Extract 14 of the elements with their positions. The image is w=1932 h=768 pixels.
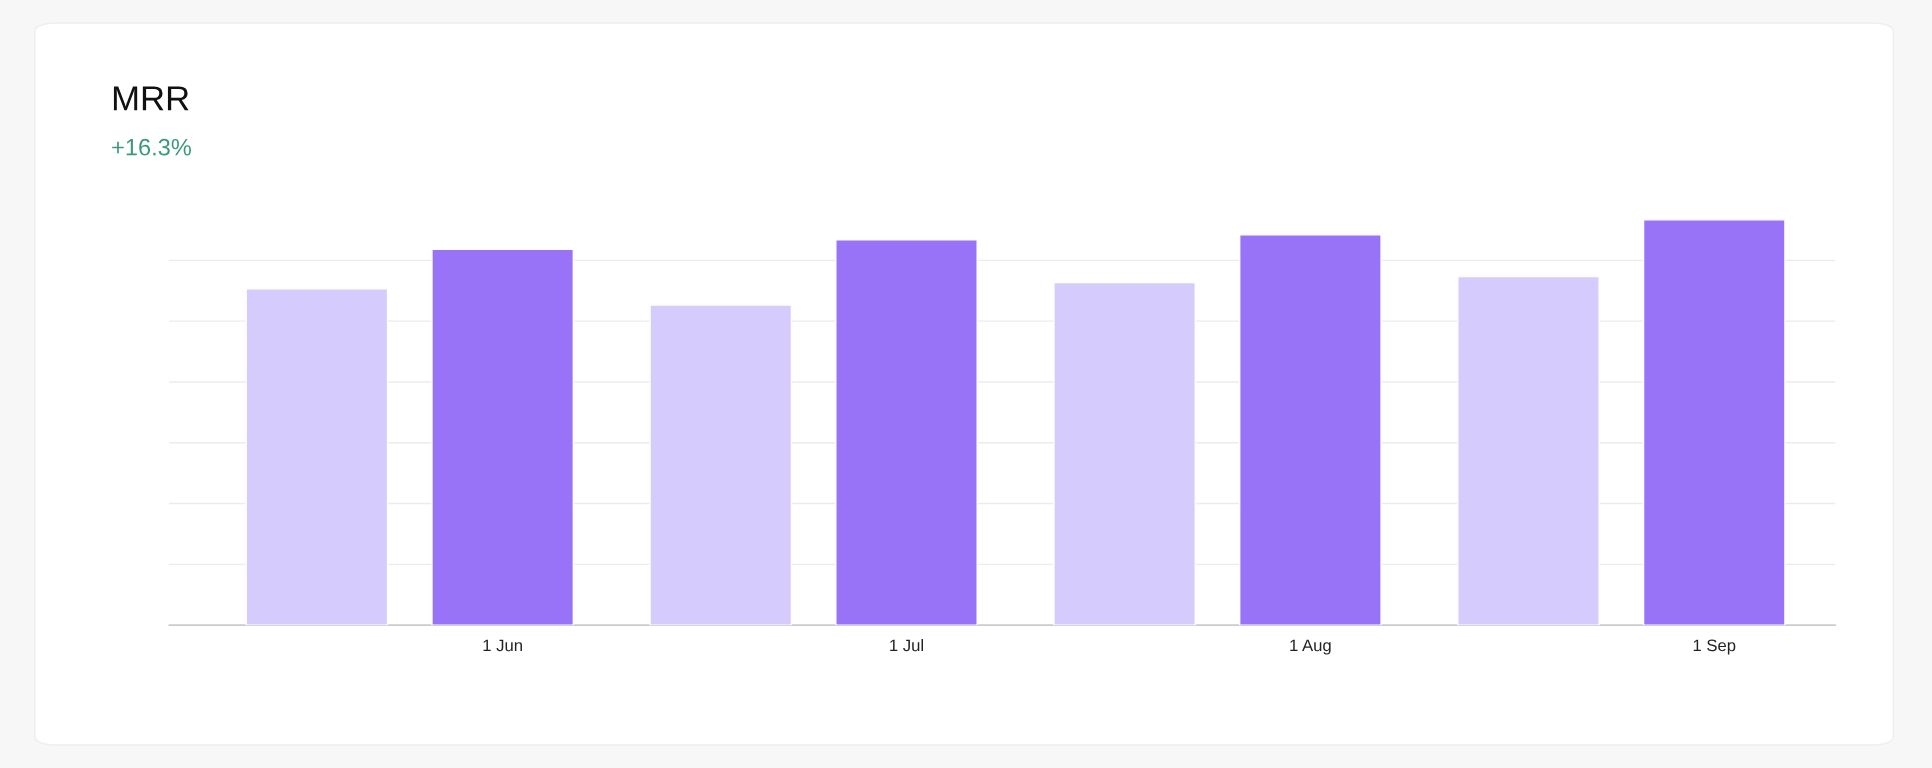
x-tick-label: 1 Sep xyxy=(1693,639,1736,655)
bar xyxy=(1239,234,1382,626)
chart-subtitle: +16.3% xyxy=(112,138,191,156)
bar xyxy=(1457,275,1600,626)
x-tick-label: 1 Jun xyxy=(483,639,522,652)
x-tick-label: 1 Aug xyxy=(1290,639,1331,655)
bar xyxy=(1053,281,1196,626)
bar xyxy=(431,248,575,626)
bar xyxy=(1642,219,1786,626)
x-tick-label: 1 Jul xyxy=(890,639,923,652)
chart-title: MRR xyxy=(113,86,189,111)
bar xyxy=(649,304,793,626)
bar xyxy=(245,288,389,626)
bar xyxy=(835,239,978,626)
